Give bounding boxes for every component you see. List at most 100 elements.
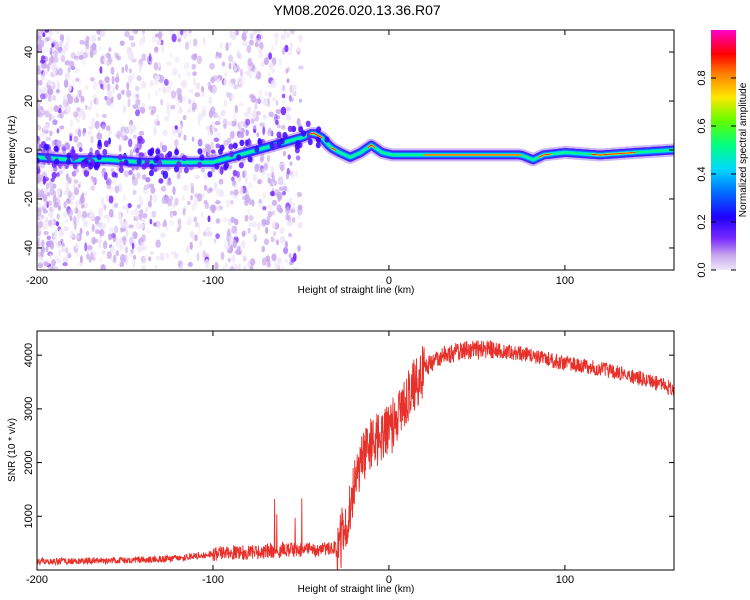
spectrogram-noise-cell bbox=[172, 210, 177, 217]
spectrogram-noise-cell bbox=[81, 210, 87, 218]
spectrogram-ridge-cell bbox=[214, 163, 220, 170]
spectrogram-noise-cell bbox=[148, 53, 152, 62]
spectrogram-noise-cell bbox=[282, 191, 286, 196]
spectrogram-noise-cell bbox=[297, 245, 301, 252]
spectrogram-noise-cell bbox=[124, 221, 129, 231]
spectrogram-noise-cell bbox=[134, 85, 140, 92]
spectrogram-noise-cell bbox=[128, 224, 134, 229]
spectrogram-noise-cell bbox=[101, 81, 108, 90]
spectrogram-noise-cell bbox=[37, 88, 40, 96]
snr-xlabel: Height of straight line (km) bbox=[298, 584, 415, 595]
spectrogram-noise-cell bbox=[128, 75, 133, 84]
spectrogram-noise-cell bbox=[37, 79, 40, 86]
spectrogram-noise-cell bbox=[73, 215, 77, 225]
spectrogram-noise-cell bbox=[256, 30, 261, 34]
spectrogram-noise-cell bbox=[282, 85, 286, 92]
spectrogram-noise-cell bbox=[120, 126, 126, 134]
spectrogram-noise-cell bbox=[78, 89, 82, 98]
spectrogram-noise-cell bbox=[262, 206, 267, 211]
spectrogram-noise-cell bbox=[61, 242, 65, 248]
spectrogram-noise-cell bbox=[116, 238, 119, 248]
spectrogram-noise-cell bbox=[161, 45, 165, 54]
spectrogram-ridge-cell bbox=[228, 143, 234, 150]
spectrogram-noise-cell bbox=[94, 238, 98, 243]
spectrogram-noise-cell bbox=[214, 182, 218, 189]
spectrogram-noise-cell bbox=[204, 201, 209, 210]
spectrogram-noise-cell bbox=[229, 200, 234, 205]
spectrogram-peak-segment bbox=[538, 153, 551, 158]
spectrogram-noise-cell bbox=[214, 121, 221, 126]
spectrogram-noise-cell bbox=[64, 72, 69, 81]
spectrogram-noise-cell bbox=[47, 79, 52, 86]
spectrogram-noise-cell bbox=[204, 258, 210, 268]
spectrogram-noise-cell bbox=[168, 80, 174, 87]
spectrogram-noise-cell bbox=[153, 126, 157, 135]
spectrogram-noise-cell bbox=[37, 193, 41, 198]
spectrogram-noise-cell bbox=[263, 98, 268, 107]
spectrogram-noise-cell bbox=[225, 199, 230, 209]
spectrogram-noise-cell bbox=[250, 95, 257, 103]
spectrogram-noise-cell bbox=[223, 78, 227, 87]
spectrogram-noise-cell bbox=[62, 102, 67, 111]
spectrogram-noise-cell bbox=[76, 141, 83, 149]
spectrogram-noise-cell bbox=[191, 136, 195, 142]
spectrogram-noise-cell bbox=[242, 170, 246, 179]
spectrogram-noise-cell bbox=[196, 55, 203, 64]
spectrogram-noise-cell bbox=[299, 98, 302, 103]
spectrogram-noise-cell bbox=[271, 44, 275, 52]
spectrogram-noise-cell bbox=[100, 83, 104, 90]
spectrogram-ridge-cell bbox=[236, 154, 242, 161]
spectrogram-noise-cell bbox=[193, 38, 198, 47]
spectrogram-noise-cell bbox=[197, 138, 203, 147]
spectrogram-noise-cell bbox=[108, 195, 114, 204]
spectrogram-noise-cell bbox=[174, 197, 179, 206]
spectrogram-noise-cell bbox=[227, 217, 231, 223]
spectrogram-noise-cell bbox=[244, 214, 249, 222]
spectrogram-noise-cell bbox=[194, 234, 198, 242]
spectrogram-ridge-cell bbox=[102, 148, 108, 156]
spectrogram-noise-cell bbox=[223, 217, 228, 222]
spectrogram-noise-cell bbox=[42, 209, 49, 214]
spectrogram-noise-cell bbox=[159, 252, 165, 261]
spectrogram-noise-cell bbox=[270, 79, 277, 89]
spectrogram-noise-cell bbox=[88, 125, 93, 130]
spectrogram-noise-cell bbox=[210, 204, 216, 214]
spectrogram-noise-cell bbox=[41, 240, 45, 247]
spectrogram-noise-cell bbox=[271, 97, 277, 102]
spectrogram-noise-cell bbox=[141, 174, 147, 180]
spectrogram-ridge-cell bbox=[254, 146, 260, 153]
spectrogram-ridge-cell bbox=[197, 148, 203, 155]
spectrogram-noise-cell bbox=[158, 63, 161, 69]
spectrogram-noise-cell bbox=[50, 30, 53, 36]
spectrogram-noise-cell bbox=[223, 123, 227, 130]
spectrogram-noise-cell bbox=[182, 208, 186, 216]
spectrogram-noise-cell bbox=[63, 79, 69, 88]
spectrogram-noise-cell bbox=[84, 40, 90, 47]
spectrogram-noise-cell bbox=[63, 256, 69, 264]
spectrogram-noise-cell bbox=[237, 263, 241, 270]
spectrogram-noise-cell bbox=[275, 100, 279, 106]
snr-xtick-label: -100 bbox=[202, 574, 224, 586]
spectrogram-noise-cell bbox=[114, 185, 120, 194]
spectrogram-ridge-cell bbox=[37, 157, 40, 164]
spectrogram-noise-cell bbox=[247, 69, 251, 76]
spectrogram-noise-cell bbox=[215, 51, 220, 57]
spectrogram-noise-cell bbox=[89, 49, 94, 59]
spectrogram-noise-cell bbox=[136, 172, 141, 179]
spectrogram-noise-cell bbox=[124, 253, 128, 261]
spectrogram-noise-cell bbox=[174, 56, 180, 63]
spectrogram-noise-cell bbox=[46, 47, 52, 53]
spectrogram-ridge-cell bbox=[273, 143, 278, 150]
spectrogram-noise-cell bbox=[280, 34, 286, 40]
spectrogram-noise-cell bbox=[200, 167, 206, 173]
snr-panel: -200 -100 0 100 1000 2000 3000 4000 Height of s… bbox=[7, 330, 675, 595]
spectrogram-noise-cell bbox=[177, 38, 182, 43]
spectrogram-noise-cell bbox=[134, 30, 138, 34]
spectrogram-noise-cell bbox=[37, 221, 44, 229]
spectrogram-noise-cell bbox=[206, 188, 213, 194]
spectrogram-noise-cell bbox=[203, 173, 208, 181]
spectrogram-noise-cell bbox=[99, 258, 103, 263]
spectrogram-ridge-cell bbox=[181, 154, 187, 162]
spectrogram-noise-cell bbox=[54, 229, 58, 238]
spectrogram-noise-cell bbox=[169, 52, 173, 58]
